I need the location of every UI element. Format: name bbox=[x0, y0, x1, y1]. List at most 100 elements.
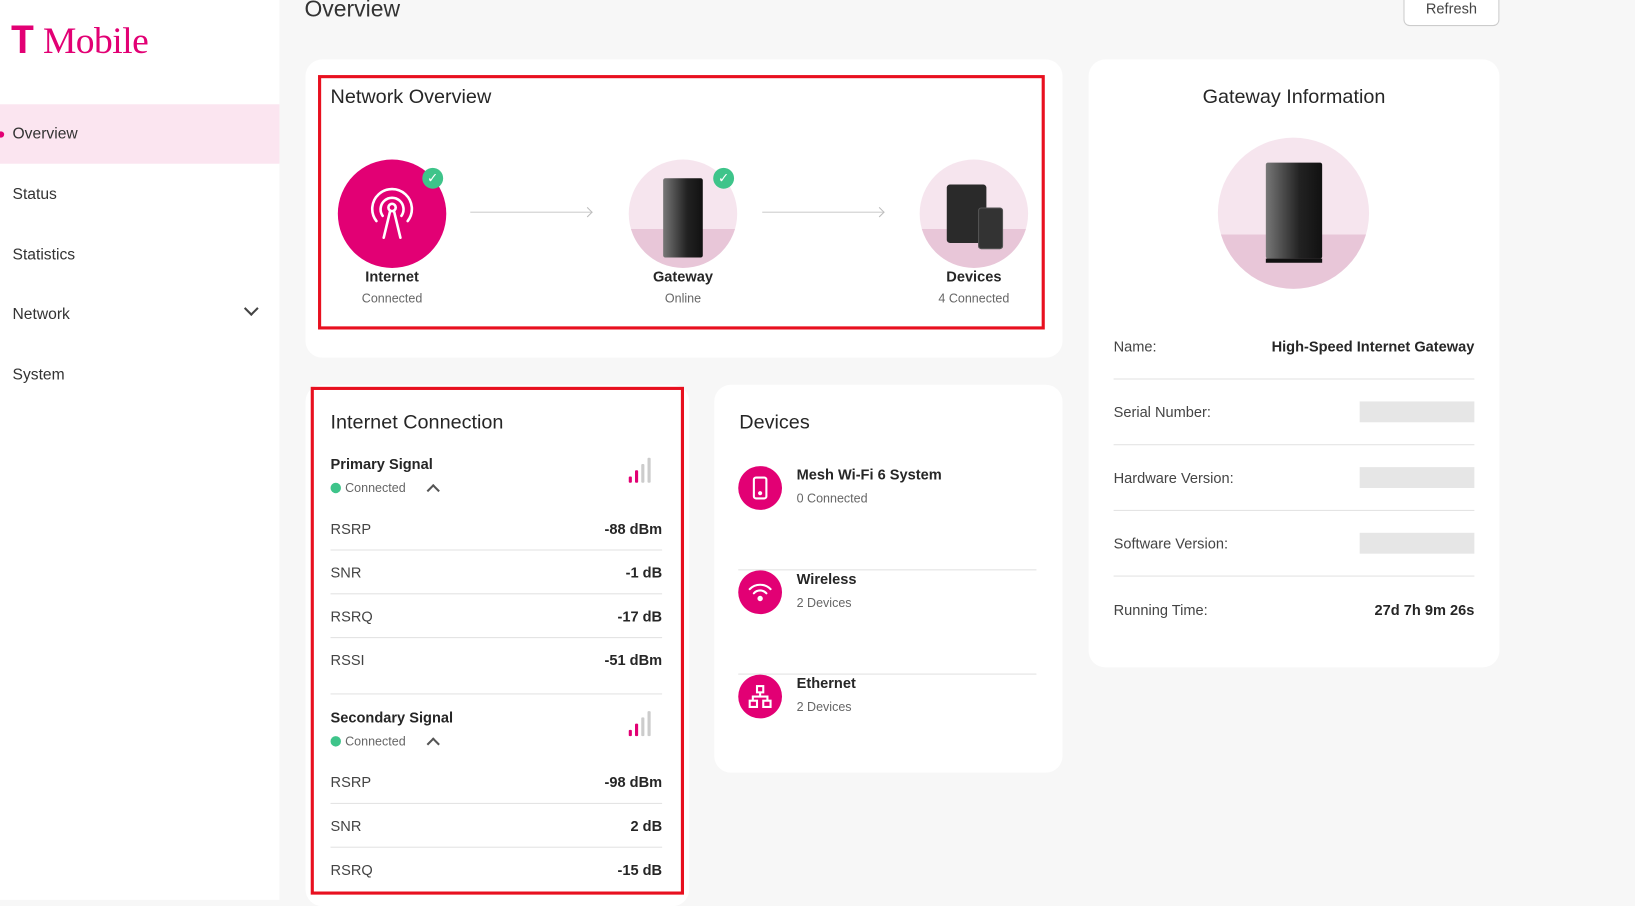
signal-status[interactable]: Connected bbox=[330, 734, 440, 751]
phone-icon bbox=[978, 207, 1004, 250]
signal-status[interactable]: Connected bbox=[330, 480, 440, 497]
node-status: 4 Connected bbox=[938, 290, 1010, 306]
card-title: Network Overview bbox=[330, 86, 492, 109]
arrow-icon bbox=[470, 211, 592, 213]
sidebar-item-statistics[interactable]: Statistics bbox=[0, 225, 279, 284]
info-label: Running Time: bbox=[1113, 601, 1208, 618]
node-status: Connected bbox=[361, 290, 423, 306]
device-name: Wireless bbox=[796, 570, 857, 588]
metric-value: -98 dBm bbox=[604, 773, 663, 790]
info-label: Software Version: bbox=[1113, 534, 1229, 552]
redacted-value bbox=[1359, 467, 1475, 488]
signal-bar bbox=[641, 717, 645, 737]
metric-label: RSRQ bbox=[330, 861, 373, 878]
metric-row: RSRQ -17 dB bbox=[330, 594, 663, 639]
info-row: Name: High-Speed Internet Gateway bbox=[1113, 314, 1475, 380]
devices-node[interactable] bbox=[919, 159, 1029, 268]
highlight-box bbox=[310, 386, 685, 895]
info-label: Hardware Version: bbox=[1113, 469, 1234, 486]
metric-label: RSSI bbox=[330, 651, 365, 669]
metric-row: RSSI -51 dBm bbox=[331, 638, 663, 682]
signal-bar bbox=[647, 457, 651, 483]
ethernet-network-icon bbox=[738, 674, 783, 719]
divider bbox=[330, 693, 663, 695]
sidebar-item-label: Network bbox=[12, 305, 70, 324]
metric-row: SNR -1 dB bbox=[330, 551, 663, 595]
device-item-mesh[interactable]: Mesh Wi-Fi 6 System 0 Connected bbox=[738, 466, 1037, 571]
sidebar-item-network[interactable]: Network bbox=[0, 285, 279, 344]
refresh-button[interactable]: Refresh bbox=[1403, 0, 1500, 27]
info-row: Serial Number: bbox=[1113, 380, 1475, 446]
signal-bars-icon bbox=[628, 711, 651, 737]
device-name: Mesh Wi-Fi 6 System bbox=[796, 466, 942, 483]
device-count: 2 Devices bbox=[796, 699, 852, 715]
metric-value: 2 dB bbox=[630, 816, 663, 834]
sidebar-item-label: Statistics bbox=[12, 246, 76, 264]
device-count: 0 Connected bbox=[796, 491, 868, 506]
device-item-ethernet[interactable]: Ethernet 2 Devices bbox=[738, 674, 1036, 779]
metric-row: RSRP -88 dBm bbox=[330, 507, 663, 551]
status-label: Connected bbox=[345, 480, 406, 496]
internet-connection-card bbox=[305, 384, 690, 906]
metric-label: RSRP bbox=[330, 519, 372, 537]
check-icon: ✓ bbox=[422, 167, 444, 189]
info-row: Running Time: 27d 7h 9m 26s bbox=[1114, 577, 1475, 643]
signal-title: Primary Signal bbox=[330, 455, 433, 473]
metric-label: RSRQ bbox=[330, 607, 373, 625]
metric-label: RSRP bbox=[330, 773, 372, 790]
device-count: 2 Devices bbox=[796, 595, 852, 610]
info-label: Name: bbox=[1113, 337, 1157, 355]
chevron-down-icon[interactable] bbox=[243, 301, 259, 317]
redacted-value bbox=[1359, 401, 1475, 423]
metric-value: -17 dB bbox=[617, 607, 663, 625]
metric-label: SNR bbox=[330, 816, 362, 834]
node-label: Internet bbox=[365, 267, 419, 285]
card-title: Devices bbox=[739, 411, 810, 434]
sidebar-item-overview[interactable]: Overview bbox=[0, 104, 280, 164]
signal-bar bbox=[635, 470, 639, 483]
antenna-icon bbox=[371, 187, 414, 240]
arrow-icon bbox=[762, 211, 884, 213]
device-item-wireless[interactable]: Wireless 2 Devices bbox=[738, 570, 1037, 675]
highlight-box bbox=[318, 75, 1045, 330]
sidebar-item-system[interactable]: System bbox=[0, 345, 279, 404]
metric-row: RSRP -98 dBm bbox=[330, 760, 663, 804]
info-label: Serial Number: bbox=[1113, 403, 1211, 421]
t-mobile-logo[interactable]: 𝐓 Mobile bbox=[10, 19, 149, 62]
metric-value: -88 dBm bbox=[604, 519, 663, 537]
card-title: Internet Connection bbox=[330, 411, 504, 434]
signal-title: Secondary Signal bbox=[330, 709, 454, 726]
chevron-up-icon[interactable] bbox=[426, 736, 440, 751]
signal-bar bbox=[641, 464, 645, 483]
signal-bars-icon bbox=[628, 457, 651, 483]
redacted-value bbox=[1359, 532, 1475, 554]
card-title: Gateway Information bbox=[1202, 86, 1386, 109]
metric-row: RSRQ -15 dB bbox=[331, 848, 663, 892]
info-row: Software Version: bbox=[1113, 511, 1475, 577]
metric-label: SNR bbox=[330, 563, 362, 581]
metric-row: SNR 2 dB bbox=[330, 804, 663, 848]
metric-value: -51 dBm bbox=[604, 651, 663, 669]
gateway-icon bbox=[663, 178, 703, 258]
sidebar: 𝐓 Mobile Overview Status Statistics Netw… bbox=[0, 0, 280, 900]
chevron-up-icon[interactable] bbox=[426, 483, 440, 497]
info-value: 27d 7h 9m 26s bbox=[1374, 601, 1475, 618]
gateway-icon bbox=[1265, 162, 1323, 259]
sidebar-item-status[interactable]: Status bbox=[0, 165, 279, 224]
wifi-icon bbox=[738, 570, 783, 615]
status-label: Connected bbox=[345, 734, 406, 749]
signal-bar bbox=[628, 476, 632, 483]
node-label: Gateway bbox=[652, 267, 713, 285]
info-value: High-Speed Internet Gateway bbox=[1271, 337, 1475, 355]
page-title: Overview bbox=[304, 0, 401, 22]
metric-value: -15 dB bbox=[617, 861, 663, 878]
status-dot bbox=[330, 482, 341, 494]
metric-value: -1 dB bbox=[625, 563, 663, 581]
sidebar-item-label: Status bbox=[12, 185, 57, 204]
device-name: Ethernet bbox=[796, 674, 856, 692]
mesh-device-icon bbox=[738, 466, 783, 510]
gateway-image bbox=[1217, 137, 1370, 289]
signal-bar bbox=[628, 729, 632, 737]
status-dot bbox=[330, 736, 341, 747]
signal-bar bbox=[647, 711, 651, 737]
